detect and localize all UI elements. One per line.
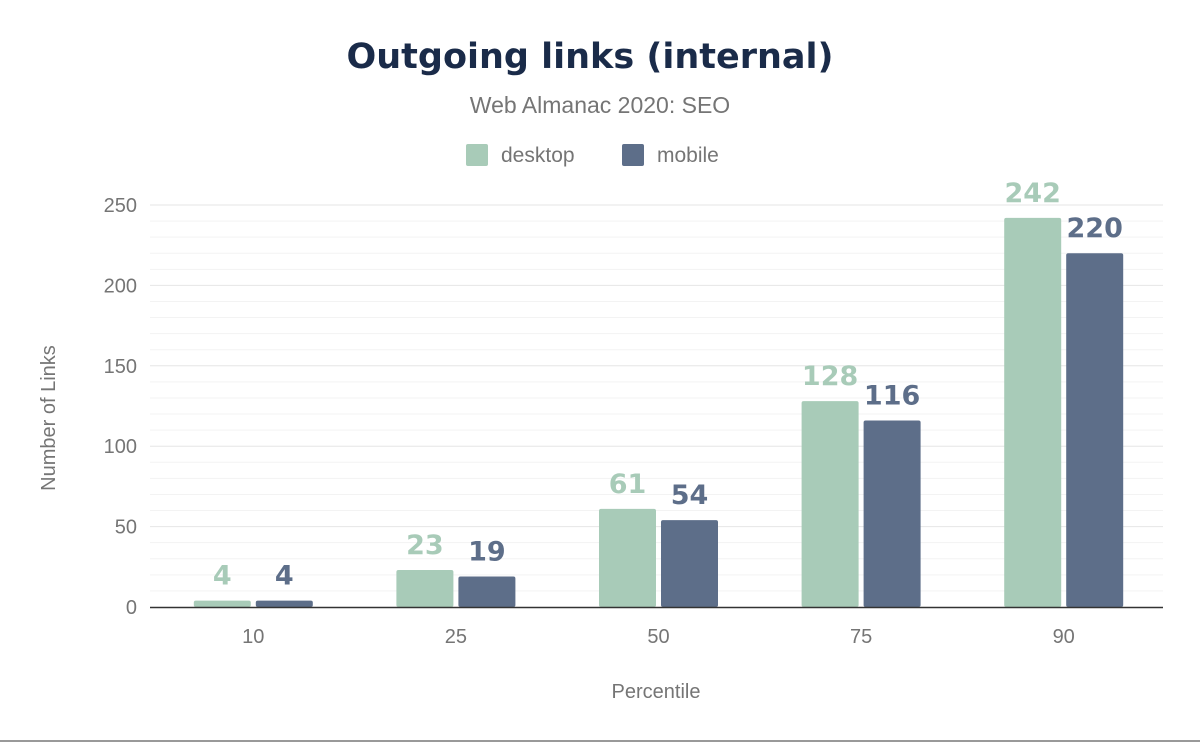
bar-desktop-10[interactable] bbox=[193, 600, 251, 607]
x-tick-label: 25 bbox=[445, 626, 467, 648]
bottom-divider bbox=[0, 740, 1200, 742]
y-tick-label: 50 bbox=[115, 517, 137, 539]
data-label: 19 bbox=[468, 536, 506, 567]
grid bbox=[150, 204, 1163, 592]
data-label: 61 bbox=[609, 469, 647, 500]
legend: desktop mobile bbox=[466, 144, 719, 167]
data-label: 242 bbox=[1005, 178, 1061, 209]
y-tick-label: 150 bbox=[104, 356, 137, 378]
x-axis-label: Percentile bbox=[612, 681, 701, 703]
legend-swatch-desktop[interactable] bbox=[466, 144, 488, 166]
chart-title: Outgoing links (internal) bbox=[346, 37, 833, 77]
data-label: 4 bbox=[213, 561, 232, 592]
bar-desktop-50[interactable] bbox=[599, 508, 656, 607]
legend-label[interactable]: desktop bbox=[501, 144, 575, 167]
y-axis-label: Number of Links bbox=[38, 345, 60, 491]
y-tick-label: 200 bbox=[104, 275, 137, 297]
bar-mobile-50[interactable] bbox=[661, 520, 718, 607]
x-tick-label: 10 bbox=[242, 626, 264, 648]
x-tick-label: 50 bbox=[647, 626, 669, 648]
y-tick-label: 250 bbox=[104, 195, 137, 217]
data-label: 220 bbox=[1067, 213, 1123, 244]
data-label: 128 bbox=[802, 361, 858, 392]
bar-mobile-75[interactable] bbox=[863, 420, 921, 607]
x-tick-label: 90 bbox=[1053, 626, 1075, 648]
chart-subtitle: Web Almanac 2020: SEO bbox=[470, 92, 730, 118]
bar-mobile-25[interactable] bbox=[458, 576, 516, 607]
bar-mobile-10[interactable] bbox=[255, 600, 313, 607]
bar-desktop-75[interactable] bbox=[801, 401, 859, 607]
bar-mobile-90[interactable] bbox=[1066, 253, 1124, 608]
bar-desktop-90[interactable] bbox=[1004, 217, 1062, 607]
y-tick-label: 100 bbox=[104, 436, 137, 458]
data-label: 4 bbox=[275, 561, 294, 592]
y-tick-label: 0 bbox=[126, 597, 137, 619]
data-label: 116 bbox=[864, 380, 920, 411]
bar-desktop-25[interactable] bbox=[396, 570, 454, 607]
x-tick-label: 75 bbox=[850, 626, 872, 648]
legend-swatch-mobile[interactable] bbox=[622, 144, 644, 166]
data-label: 23 bbox=[406, 530, 444, 561]
data-label: 54 bbox=[671, 480, 709, 511]
x-axis: 10 25 50 75 90 bbox=[150, 606, 1163, 648]
y-axis: 0 50 100 150 200 250 bbox=[104, 195, 137, 619]
legend-label[interactable]: mobile bbox=[657, 144, 719, 167]
